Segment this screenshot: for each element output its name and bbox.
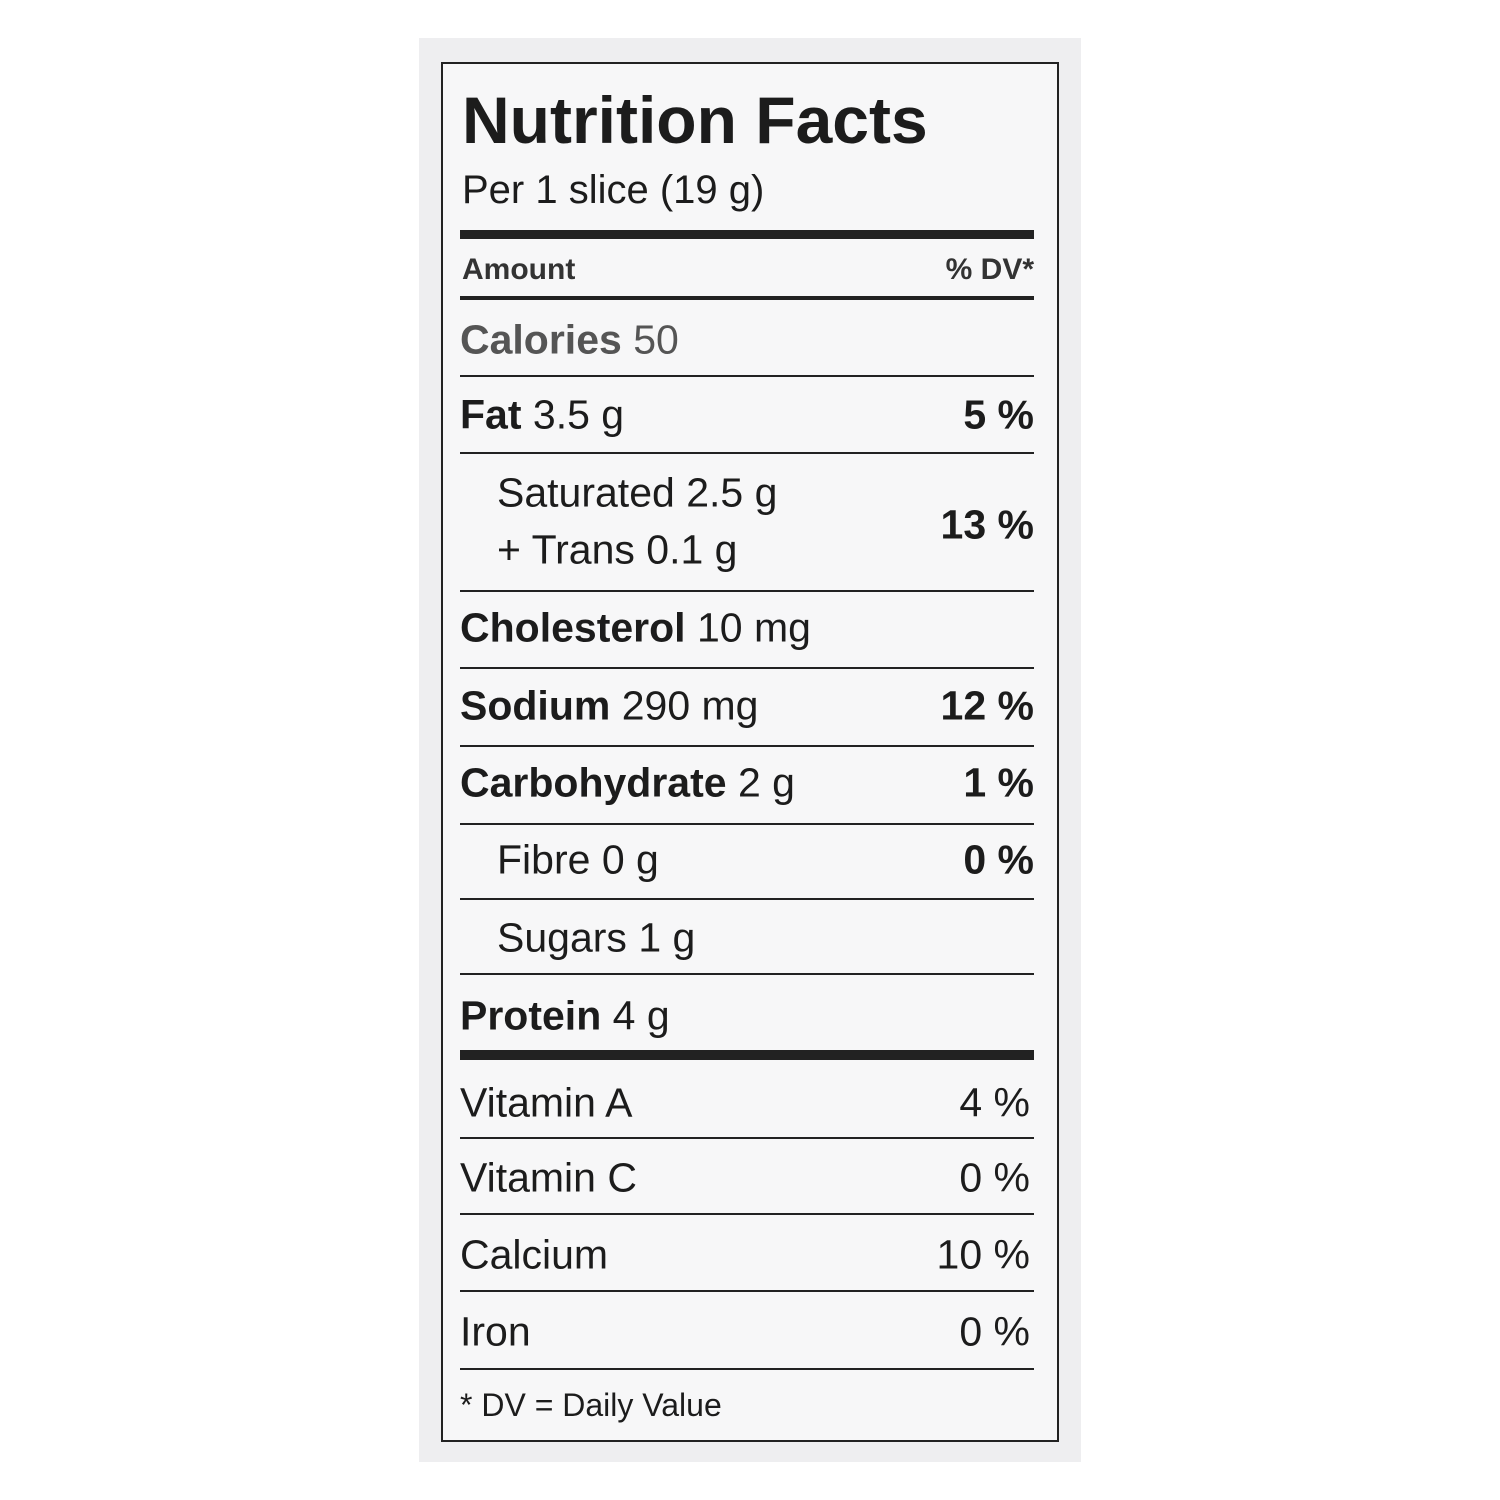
nutrient-name: Sodium xyxy=(460,682,611,729)
nutrient-amount: 2 g xyxy=(737,759,795,806)
vitamin-name: Vitamin A xyxy=(460,1079,633,1126)
amount-header: Amount xyxy=(462,253,576,286)
rule xyxy=(460,1137,1034,1139)
nutrient-name: Calories xyxy=(460,316,622,363)
nutrient-row: Saturated 2.5 g xyxy=(497,469,778,516)
daily-value: 5 % xyxy=(963,391,1034,438)
vitamin-dv: 0 % xyxy=(959,1308,1030,1355)
nutrient-amount: 10 mg xyxy=(696,604,811,651)
nutrient-name: Fibre xyxy=(497,836,591,883)
rule xyxy=(460,375,1034,377)
nutrient-amount: 0.1 g xyxy=(646,526,738,573)
vitamin-dv: 10 % xyxy=(936,1231,1030,1278)
rule xyxy=(460,1213,1034,1215)
nutrient-row: Sodium 290 mg xyxy=(460,682,759,729)
rule xyxy=(460,452,1034,454)
nutrient-amount: 1 g xyxy=(638,914,696,961)
nutrient-amount: 2.5 g xyxy=(686,469,778,516)
rule xyxy=(460,823,1034,825)
nutrient-name: Protein xyxy=(460,992,602,1039)
nutrient-row: Carbohydrate 2 g xyxy=(460,759,795,806)
vitamin-name: Calcium xyxy=(460,1231,609,1278)
thick-rule xyxy=(460,1050,1034,1060)
title: Nutrition Facts xyxy=(462,83,928,157)
thick-rule xyxy=(460,230,1034,239)
nutrient-row: Calories 50 xyxy=(460,316,679,363)
nutrient-row: + Trans 0.1 g xyxy=(497,526,738,573)
nutrient-name: Saturated xyxy=(497,469,675,516)
nutrient-name: Cholesterol xyxy=(460,604,686,651)
daily-value: 1 % xyxy=(963,759,1034,806)
rule xyxy=(460,898,1034,900)
nutrient-name: Fat xyxy=(460,391,522,438)
nutrient-row: Sugars 1 g xyxy=(497,914,696,961)
nutrient-amount: 3.5 g xyxy=(532,391,625,438)
daily-value: 12 % xyxy=(940,682,1034,729)
daily-value: 0 % xyxy=(963,836,1034,883)
vitamin-name: Iron xyxy=(460,1308,531,1355)
nutrient-name: + Trans xyxy=(497,526,635,573)
label-box xyxy=(441,62,1059,1442)
daily-value: 13 % xyxy=(940,501,1034,548)
nutrient-name: Carbohydrate xyxy=(460,759,727,806)
nutrient-amount: 0 g xyxy=(601,836,659,883)
serving: Per 1 slice (19 g) xyxy=(462,168,765,212)
rule xyxy=(460,1368,1034,1370)
nutrient-name: Sugars xyxy=(497,914,627,961)
nutrient-row: Fat 3.5 g xyxy=(460,391,625,438)
rule xyxy=(460,1290,1034,1292)
nutrient-row: Protein 4 g xyxy=(460,992,670,1039)
rule xyxy=(460,745,1034,747)
nutrient-row: Fibre 0 g xyxy=(497,836,659,883)
nutrient-amount: 50 xyxy=(633,316,679,363)
rule xyxy=(460,296,1034,300)
nutrient-amount: 4 g xyxy=(612,992,670,1039)
nutrient-amount: 290 mg xyxy=(621,682,759,729)
nutrient-row: Cholesterol 10 mg xyxy=(460,604,811,651)
rule xyxy=(460,973,1034,975)
rule xyxy=(460,590,1034,592)
dv-header: % DV* xyxy=(945,253,1034,286)
footnote: * DV = Daily Value xyxy=(460,1387,722,1423)
vitamin-dv: 4 % xyxy=(959,1079,1030,1126)
rule xyxy=(460,667,1034,669)
vitamin-dv: 0 % xyxy=(959,1154,1030,1201)
vitamin-name: Vitamin C xyxy=(460,1154,637,1201)
